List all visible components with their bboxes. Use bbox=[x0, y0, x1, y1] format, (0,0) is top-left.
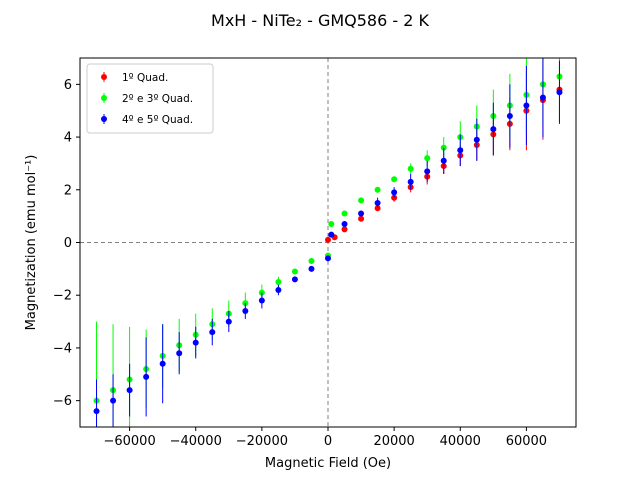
data-point bbox=[192, 339, 199, 346]
y-tick-label: 0 bbox=[64, 236, 72, 251]
x-tick-label: 20000 bbox=[373, 434, 414, 449]
data-point bbox=[275, 279, 282, 286]
x-tick-label: 40000 bbox=[440, 434, 481, 449]
data-point bbox=[176, 350, 183, 357]
legend-item: 4º e 5º Quad. bbox=[101, 114, 193, 126]
data-point bbox=[358, 197, 365, 204]
data-point bbox=[473, 136, 480, 143]
series-3 bbox=[93, 58, 563, 427]
data-point bbox=[457, 147, 464, 154]
data-point bbox=[341, 210, 348, 217]
data-point bbox=[341, 226, 348, 233]
legend-item: 2º e 3º Quad. bbox=[101, 93, 193, 105]
data-point bbox=[325, 255, 331, 262]
data-point bbox=[93, 408, 100, 415]
x-axis: −60000 −40000 −20000 0 20000 40000 60000 bbox=[103, 427, 547, 449]
data-point bbox=[556, 89, 563, 96]
y-tick-label: 6 bbox=[64, 78, 72, 93]
chart-title-group: MxH - NiTe₂ - GMQ586 - 2 K bbox=[211, 11, 429, 30]
data-point bbox=[424, 155, 431, 162]
data-point bbox=[374, 199, 381, 206]
data-point bbox=[258, 297, 265, 304]
data-point bbox=[225, 318, 232, 325]
legend: 1º Quad. 2º e 3º Quad. 4º e 5º Quad. bbox=[86, 63, 214, 134]
x-tick-label: −20000 bbox=[236, 434, 288, 449]
data-point bbox=[328, 231, 335, 238]
data-point bbox=[291, 268, 298, 275]
data-point bbox=[209, 329, 216, 336]
data-point bbox=[341, 221, 348, 228]
x-tick-label: 0 bbox=[324, 434, 332, 449]
data-point bbox=[391, 176, 398, 183]
data-point bbox=[539, 94, 546, 101]
legend-item: 1º Quad. bbox=[101, 72, 168, 84]
data-point bbox=[440, 157, 447, 164]
data-point bbox=[328, 221, 335, 228]
data-point bbox=[391, 189, 398, 196]
data-point bbox=[143, 373, 150, 380]
data-point bbox=[242, 308, 249, 315]
y-tick-label: −4 bbox=[53, 341, 72, 356]
chart-title: MxH - NiTe₂ - GMQ586 - 2 K bbox=[211, 11, 429, 30]
legend-marker bbox=[101, 74, 107, 80]
legend-label: 4º e 5º Quad. bbox=[122, 114, 193, 126]
x-tick-label: −40000 bbox=[170, 434, 222, 449]
legend-box bbox=[86, 63, 214, 134]
data-point bbox=[358, 215, 365, 222]
legend-marker bbox=[101, 116, 107, 122]
data-point bbox=[506, 112, 513, 119]
x-tick-label: 60000 bbox=[506, 434, 547, 449]
data-point bbox=[110, 397, 117, 404]
data-point bbox=[308, 265, 315, 272]
data-point bbox=[374, 186, 381, 193]
data-point bbox=[275, 286, 282, 293]
legend-label: 2º e 3º Quad. bbox=[122, 93, 193, 105]
y-axis: −6 −4 −2 0 2 4 6 bbox=[53, 78, 80, 409]
y-tick-label: −6 bbox=[53, 394, 72, 409]
legend-marker bbox=[101, 95, 107, 101]
series-layer bbox=[93, 58, 563, 427]
data-point bbox=[291, 276, 298, 283]
y-tick-label: −2 bbox=[53, 289, 72, 304]
data-point bbox=[407, 165, 414, 172]
data-point bbox=[159, 360, 166, 367]
x-axis-label: Magnetic Field (Oe) bbox=[265, 456, 391, 471]
data-point bbox=[424, 168, 431, 175]
data-point bbox=[407, 178, 414, 185]
data-point bbox=[358, 210, 365, 217]
data-point bbox=[325, 236, 331, 243]
y-tick-label: 4 bbox=[64, 131, 72, 146]
y-tick-label: 2 bbox=[64, 183, 72, 198]
data-point bbox=[523, 102, 530, 109]
data-point bbox=[126, 387, 133, 394]
data-point bbox=[308, 257, 315, 264]
data-point bbox=[490, 126, 497, 133]
legend-label: 1º Quad. bbox=[122, 72, 168, 84]
y-axis-label: Magnetization (emu mol⁻¹) bbox=[24, 155, 39, 331]
x-tick-label: −60000 bbox=[103, 434, 155, 449]
